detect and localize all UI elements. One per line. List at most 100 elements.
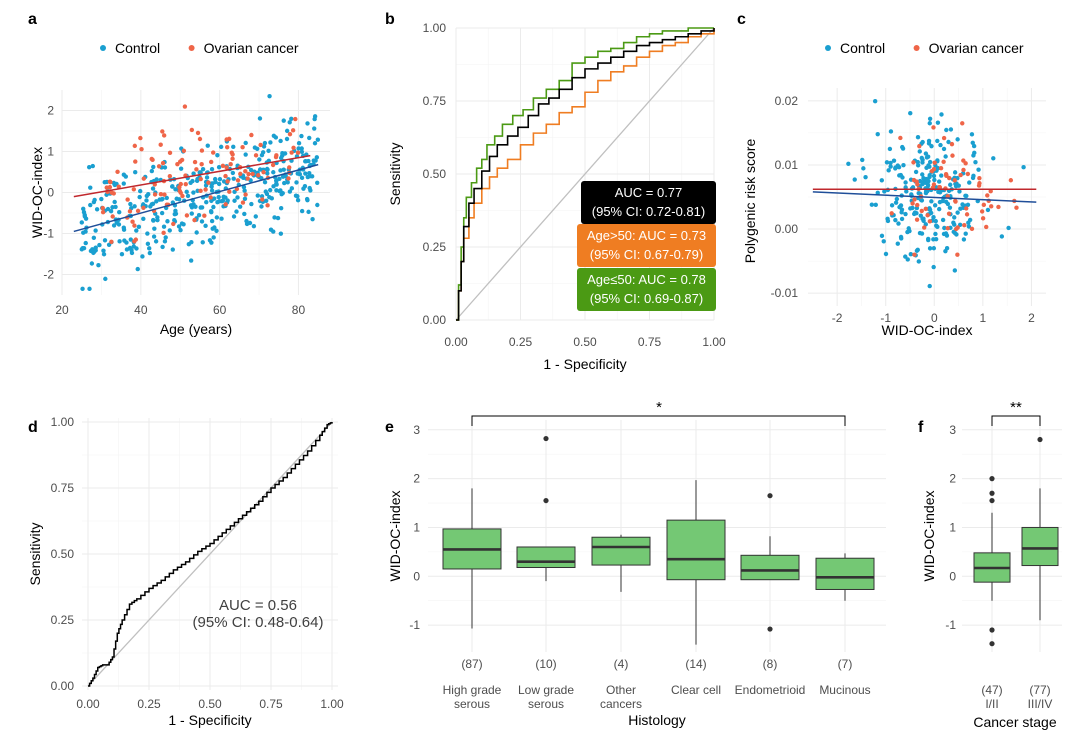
panel-b-ci-label-black: (95% CI: 0.72-0.81) (592, 204, 705, 219)
panel-c-y-axis-title: Polygenic risk score (742, 139, 758, 264)
panel-a-point-control (211, 204, 216, 210)
panel-a-point-control (151, 234, 157, 239)
panel-f-significance-marker: ** (1010, 399, 1022, 416)
panel-d-y-tick-label: 1.00 (51, 415, 75, 429)
panel-a-point-control (209, 240, 214, 245)
panel-e-box (740, 554, 800, 581)
panel-c-point-cancer (911, 177, 917, 183)
panel-a-point-control (278, 168, 283, 173)
panel-c-point-control (900, 146, 906, 151)
panel-a-point-cancer (178, 181, 183, 187)
panel-a-point-control (242, 211, 247, 217)
panel-f-outlier-point (989, 627, 995, 633)
panel-a-point-control (217, 176, 223, 182)
panel-a-point-control (96, 262, 101, 268)
panel-a-point-control (99, 196, 104, 202)
panel-e-outlier-point (543, 497, 549, 504)
panel-a-point-control (90, 247, 95, 252)
panel-a-point-cancer (110, 214, 115, 219)
panel-c-point-control (991, 156, 996, 161)
panel-c-point-control (952, 215, 957, 220)
panel-e-x-axis-title: Histology (628, 712, 686, 728)
panel-a-point-control (312, 126, 317, 131)
panel-a-point-control (308, 188, 313, 193)
panel-a-point-control (281, 118, 286, 123)
panel-a-point-cancer (161, 133, 167, 138)
panel-a-point-control (278, 155, 284, 161)
panel-c-point-control (971, 153, 976, 158)
panel-a-point-control (135, 266, 140, 272)
panel-a-point-control (132, 204, 137, 209)
panel-a-point-cancer (104, 185, 109, 190)
panel-c-point-control (1021, 164, 1026, 170)
panel-a-point-control (230, 170, 236, 176)
panel-a-legend-label-control: Control (115, 40, 160, 56)
panel-d-ci-label: (95% CI: 0.48-0.64) (193, 614, 324, 631)
panel-a-point-cancer (256, 173, 261, 178)
panel-a-point-control (212, 196, 217, 201)
panel-c-point-cancer (945, 226, 950, 231)
panel-a-x-axis-title: Age (years) (160, 321, 232, 337)
panel-a-point-control (264, 166, 270, 172)
panel-a-point-control (312, 141, 318, 146)
panel-c-point-control (905, 229, 910, 235)
panel-c-point-control (932, 203, 938, 208)
panel-a-point-cancer (156, 164, 162, 169)
panel-a-point-cancer (227, 189, 232, 194)
panel-e-group-label-line2: serous (528, 697, 564, 711)
panel-a-point-control (136, 224, 142, 230)
panel-a-point-control (145, 241, 151, 247)
panel-c-point-control (926, 207, 932, 212)
panel-a-point-control (129, 250, 135, 256)
panel-a-point-cancer (246, 171, 251, 177)
panel-c-point-cancer (981, 202, 987, 208)
panel-a-point-cancer (189, 127, 195, 133)
panel-c-legend-key-cancer (913, 45, 920, 51)
panel-c-point-control (896, 221, 901, 226)
panel-e-y-axis-title: WID-OC-index (387, 490, 403, 581)
panel-a-point-control (274, 181, 279, 186)
panel-c-point-control (894, 196, 900, 202)
panel-b-diagonal-reference (455, 27, 715, 321)
panel-a-point-control (200, 240, 205, 245)
panel-a-point-control (88, 202, 93, 208)
panel-a-point-control (93, 228, 98, 233)
panel-c-point-control (883, 251, 889, 257)
panel-a-point-cancer (162, 192, 167, 197)
panel-d-x-tick-label: 1.00 (320, 697, 344, 711)
panel-b-y-tick-label: 0.50 (423, 167, 447, 181)
panel-a-point-control (266, 148, 271, 154)
panel-d-y-tick-label: 0.00 (51, 679, 75, 693)
panel-c-point-cancer (925, 213, 930, 218)
panel-a-point-cancer (171, 221, 176, 227)
panel-c-point-cancer (931, 125, 936, 130)
panel-a-point-control (123, 174, 129, 179)
panel-a-point-control (219, 216, 224, 221)
panel-a-point-cancer (109, 239, 114, 245)
panel-c-point-control (936, 206, 942, 212)
panel-c-point-control (927, 246, 933, 251)
panel-c-point-control (933, 231, 938, 237)
panel-c-point-control (898, 172, 904, 178)
panel-a-point-control (231, 176, 236, 181)
panel-a-x-tick-label: 80 (292, 303, 306, 317)
panel-c-y-tick-label: 0.01 (775, 158, 799, 172)
panel-e-group-label: Endometrioid (735, 683, 806, 697)
panel-a-point-control (289, 186, 295, 191)
panel-c-point-cancer (923, 206, 928, 212)
panel-a-point-cancer (198, 176, 203, 182)
panel-a-point-control (146, 192, 151, 197)
panel-a-point-cancer (183, 181, 188, 187)
panel-a-y-tick-label: 0 (47, 186, 54, 200)
panel-c-point-control (889, 203, 895, 208)
panel-e-group-label: Mucinous (819, 683, 870, 697)
panel-f-y-tick-label: 1 (949, 520, 956, 534)
panel-a-point-cancer (184, 213, 190, 218)
panel-c-point-cancer (969, 226, 975, 232)
panel-f-outlier-point (989, 490, 995, 496)
panel-a-point-control (220, 198, 226, 203)
panel-d-y-tick-label: 0.75 (51, 481, 75, 495)
panel-d-roc-curve (88, 422, 333, 687)
panel-a-point-control (86, 164, 92, 170)
panel-a-point-cancer (228, 161, 233, 167)
